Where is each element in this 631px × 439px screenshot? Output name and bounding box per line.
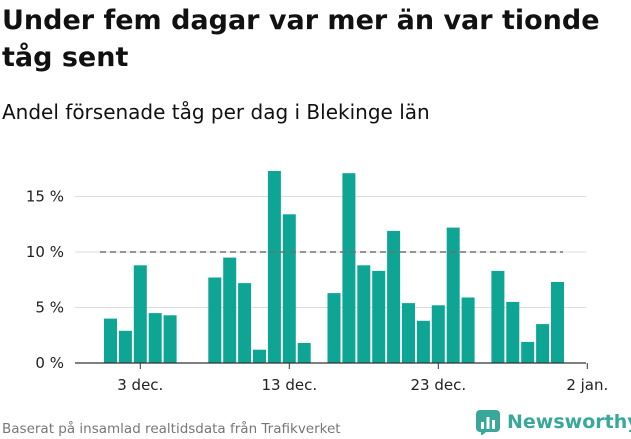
bar-2020-12-12 bbox=[267, 171, 281, 363]
bar-2020-12-25 bbox=[461, 297, 475, 363]
bar-2020-12-01 bbox=[104, 318, 117, 363]
y-tick-label: 0 % bbox=[35, 354, 64, 372]
bar-2020-12-03 bbox=[133, 265, 147, 363]
axes: 0 % 5 % 10 % 15 % 3 dec. 13 dec. 23 dec. 2 jan. bbox=[26, 188, 608, 395]
y-tick-label: 10 % bbox=[26, 243, 64, 261]
newsworthy-logo-icon bbox=[476, 410, 500, 435]
bar-2020-12-20 bbox=[387, 230, 401, 363]
bar-2020-12-18 bbox=[357, 265, 371, 363]
bar-2020-12-24 bbox=[446, 227, 460, 363]
bar-2020-12-21 bbox=[402, 303, 415, 363]
bar-2020-12-31 bbox=[551, 282, 564, 363]
x-tick-label: 2 jan. bbox=[566, 376, 608, 394]
brand-logo[interactable]: Newsworthy bbox=[475, 407, 631, 437]
bars bbox=[104, 171, 564, 363]
chart-subtitle: Andel försenade tåg per dag i Blekinge l… bbox=[2, 100, 430, 124]
bar-2020-12-02 bbox=[118, 330, 132, 363]
source-note: Baserat på insamlad realtidsdata från Tr… bbox=[2, 421, 341, 437]
bar-2020-12-30 bbox=[536, 324, 550, 363]
bar-2020-12-09 bbox=[223, 257, 237, 363]
bar-2020-12-29 bbox=[521, 341, 535, 363]
x-tick-label: 13 dec. bbox=[261, 376, 317, 394]
bar-2020-12-19 bbox=[372, 270, 386, 363]
bar-2020-12-16 bbox=[327, 293, 341, 363]
x-tick-label: 23 dec. bbox=[410, 376, 466, 394]
x-tick-label: 3 dec. bbox=[117, 376, 163, 394]
bar-2020-12-14 bbox=[297, 343, 311, 363]
bar-2020-12-23 bbox=[431, 305, 445, 363]
bar-2020-12-28 bbox=[506, 301, 520, 363]
bar-2020-12-05 bbox=[163, 315, 177, 363]
chart-title: Under fem dagar var mer än var tionde tå… bbox=[2, 5, 600, 73]
bar-2020-12-17 bbox=[342, 173, 356, 363]
bar-2020-12-11 bbox=[253, 349, 266, 363]
bar-2020-12-13 bbox=[282, 214, 296, 363]
bar-2020-12-04 bbox=[148, 313, 162, 363]
bar-2020-12-27 bbox=[491, 270, 505, 363]
bar-chart: 0 % 5 % 10 % 15 % 3 dec. 13 dec. 23 dec. 2 jan. bbox=[26, 171, 608, 395]
y-tick-label: 15 % bbox=[26, 188, 64, 206]
brand-name: Newsworthy bbox=[507, 411, 631, 433]
bar-2020-12-22 bbox=[416, 320, 430, 363]
y-tick-label: 5 % bbox=[35, 299, 64, 317]
bar-2020-12-10 bbox=[238, 283, 252, 363]
bar-2020-12-08 bbox=[208, 277, 222, 363]
